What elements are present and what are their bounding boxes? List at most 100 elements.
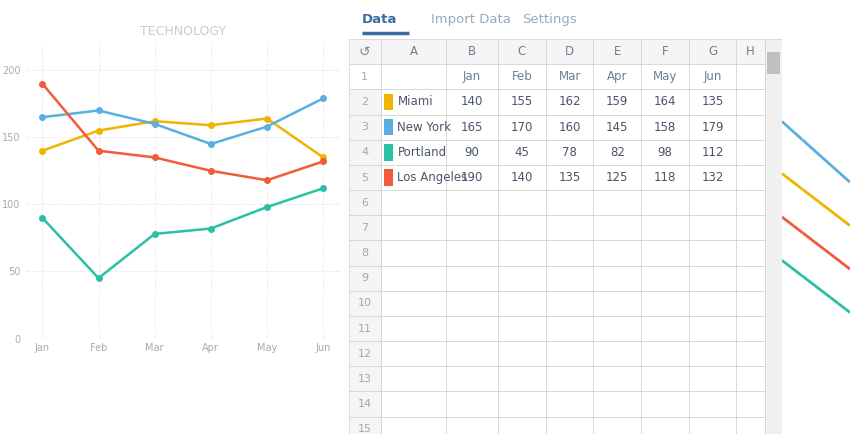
Bar <box>641 240 688 266</box>
Bar <box>641 89 688 115</box>
Bar <box>383 94 394 110</box>
Text: 10: 10 <box>358 298 371 309</box>
Bar <box>348 391 381 417</box>
Text: 78: 78 <box>562 146 577 159</box>
Text: Los Angeles: Los Angeles <box>398 171 468 184</box>
Bar <box>381 366 446 391</box>
Bar <box>736 165 765 190</box>
Bar <box>446 64 498 89</box>
Text: H: H <box>746 45 755 58</box>
Bar <box>688 240 736 266</box>
Bar <box>641 291 688 316</box>
Bar <box>593 316 641 341</box>
Bar <box>498 39 546 64</box>
Text: 162: 162 <box>558 95 581 108</box>
Bar <box>688 39 736 64</box>
Bar <box>546 215 593 240</box>
Text: Import Data: Import Data <box>431 13 511 26</box>
Bar <box>446 316 498 341</box>
Text: 125: 125 <box>606 171 628 184</box>
Text: 14: 14 <box>358 399 371 409</box>
Bar <box>383 144 394 161</box>
Text: F: F <box>661 45 668 58</box>
Bar <box>765 39 782 434</box>
Bar <box>381 39 446 64</box>
Bar <box>498 215 546 240</box>
Bar <box>546 165 593 190</box>
Bar <box>688 89 736 115</box>
Bar <box>381 341 446 366</box>
Bar <box>381 266 446 291</box>
Text: 164: 164 <box>654 95 677 108</box>
Bar <box>736 89 765 115</box>
Bar <box>736 190 765 215</box>
Text: 45: 45 <box>514 146 530 159</box>
Bar <box>546 366 593 391</box>
Bar <box>498 115 546 140</box>
Bar <box>641 115 688 140</box>
Bar <box>593 341 641 366</box>
Bar <box>348 165 381 190</box>
Bar <box>688 417 736 434</box>
Text: 3: 3 <box>361 122 368 132</box>
Bar <box>348 190 381 215</box>
Bar <box>348 115 381 140</box>
Bar <box>498 391 546 417</box>
Bar <box>641 366 688 391</box>
Text: 8: 8 <box>361 248 368 258</box>
Text: 98: 98 <box>658 146 672 159</box>
Bar <box>688 115 736 140</box>
Text: Settings: Settings <box>522 13 576 26</box>
Bar <box>641 215 688 240</box>
Bar <box>498 291 546 316</box>
Bar <box>688 316 736 341</box>
Bar <box>348 140 381 165</box>
Bar <box>688 291 736 316</box>
Bar <box>641 165 688 190</box>
Text: 15: 15 <box>358 424 371 434</box>
Bar <box>348 64 381 89</box>
Bar <box>348 366 381 391</box>
Text: ↺: ↺ <box>359 45 371 59</box>
Text: 1: 1 <box>361 72 368 82</box>
Bar <box>446 417 498 434</box>
Bar <box>593 291 641 316</box>
Bar <box>446 391 498 417</box>
Bar <box>688 391 736 417</box>
Text: E: E <box>614 45 621 58</box>
Bar <box>641 341 688 366</box>
Text: 170: 170 <box>511 121 533 134</box>
Bar <box>736 316 765 341</box>
Bar <box>383 119 394 135</box>
Bar <box>641 64 688 89</box>
Bar <box>593 240 641 266</box>
Bar <box>446 266 498 291</box>
Bar <box>641 140 688 165</box>
Text: 140: 140 <box>461 95 484 108</box>
Bar <box>446 89 498 115</box>
Bar <box>546 417 593 434</box>
Bar <box>498 140 546 165</box>
Bar <box>348 316 381 341</box>
Text: 12: 12 <box>358 349 371 359</box>
Bar <box>498 165 546 190</box>
Bar <box>381 240 446 266</box>
Bar <box>688 165 736 190</box>
Bar <box>736 391 765 417</box>
Text: 11: 11 <box>358 323 371 334</box>
Bar <box>736 417 765 434</box>
Bar <box>688 366 736 391</box>
Bar <box>383 169 394 186</box>
Bar <box>348 215 381 240</box>
Text: Feb: Feb <box>512 70 532 83</box>
Bar <box>348 291 381 316</box>
Bar <box>736 140 765 165</box>
Bar <box>546 391 593 417</box>
Text: 82: 82 <box>609 146 625 159</box>
Text: 145: 145 <box>606 121 628 134</box>
Bar <box>641 266 688 291</box>
Text: 9: 9 <box>361 273 368 283</box>
Text: 7: 7 <box>361 223 368 233</box>
Bar <box>736 341 765 366</box>
Bar <box>546 39 593 64</box>
